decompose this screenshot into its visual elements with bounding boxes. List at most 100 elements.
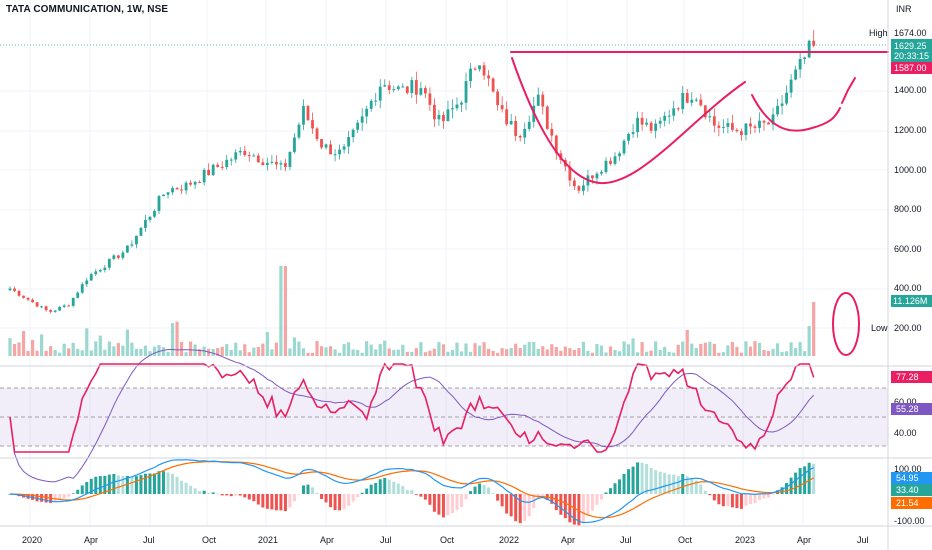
volume-bar <box>685 329 689 356</box>
volume-bar <box>663 346 667 356</box>
candle-body <box>487 75 490 79</box>
macd-hist-bar <box>640 462 644 494</box>
macd-hist-bar <box>116 475 120 494</box>
volume-bar <box>198 349 202 356</box>
candle-body <box>347 137 351 147</box>
macd-line <box>9 459 814 524</box>
macd-hist-bar <box>541 494 545 497</box>
rsi-ma-line <box>9 349 815 483</box>
time-axis[interactable]: 2020 Apr Jul Oct 2021 Apr Jul Oct 2022 A… <box>22 535 869 545</box>
candle-body <box>76 292 80 298</box>
candle-body <box>85 280 89 285</box>
volume-value: 11.126M <box>893 296 927 306</box>
macd-hist-bar <box>590 494 594 511</box>
volume-bar <box>649 350 653 356</box>
macd-hist-bar <box>473 486 477 494</box>
volume-bar <box>744 341 748 356</box>
volume-bar <box>270 349 274 356</box>
macd-hist-bar <box>387 479 391 494</box>
volume-bar <box>604 352 608 356</box>
macd-panel <box>8 459 816 526</box>
macd-hist-bar <box>721 494 725 507</box>
volume-bar <box>613 350 617 356</box>
macd-axis[interactable]: 100.00 54.95 33.40 21.54 -100.00 <box>891 464 932 526</box>
volume-bar <box>76 348 80 356</box>
volume-bar <box>342 343 346 356</box>
candle-body <box>360 116 364 123</box>
candle-body <box>247 155 251 157</box>
macd-hist-bar <box>171 473 175 494</box>
macd-hist-bar <box>383 477 387 494</box>
candle-body <box>631 132 635 134</box>
macd-hist-bar <box>405 490 409 494</box>
volume-bar <box>473 343 477 356</box>
volume-bar <box>229 349 233 356</box>
macd-hist-bar <box>735 494 739 509</box>
candle-body <box>103 267 107 271</box>
macd-tick: -100.00 <box>894 516 925 526</box>
candle-body <box>94 271 98 275</box>
macd-hist-bar <box>103 475 107 494</box>
macd-hist-bar <box>342 494 346 510</box>
macd-hist-bar <box>220 494 224 496</box>
macd-hist-bar <box>274 494 278 511</box>
volume-bar <box>509 347 513 356</box>
volume-bar <box>175 321 179 356</box>
rsi-axis[interactable]: 77.28 60.00 55.28 40.00 <box>891 371 932 438</box>
candle-body <box>220 166 224 168</box>
price-axis[interactable]: INR 1400.00 1200.00 1000.00 800.00 600.0… <box>869 4 932 333</box>
candle-body <box>785 92 788 104</box>
volume-bar <box>392 350 396 356</box>
macd-hist-bar <box>581 494 585 523</box>
macd-hist-bar <box>757 494 761 500</box>
volume-bar <box>288 348 292 356</box>
candle-body <box>460 102 463 105</box>
candle-body <box>229 159 233 161</box>
macd-hist-bar <box>703 490 707 494</box>
volume-bar <box>699 343 703 356</box>
candle-body <box>712 116 716 126</box>
candle-body <box>329 144 332 155</box>
price-tick: 1000.00 <box>894 165 927 175</box>
volume-bar <box>35 350 39 356</box>
volume-bar <box>247 352 251 356</box>
volume-bar <box>71 342 75 356</box>
candle-body <box>171 188 174 193</box>
macd-hist-bar <box>279 494 283 511</box>
macd-hist-bar <box>550 494 554 504</box>
candle-body <box>446 109 450 122</box>
macd-hist-bar <box>500 494 504 507</box>
volume-bar <box>220 346 224 356</box>
candle-body <box>554 135 558 154</box>
volume-bar <box>356 350 360 356</box>
macd-hist-bar <box>112 473 116 494</box>
macd-hist-bar <box>608 488 612 494</box>
volume-bar <box>410 352 414 356</box>
candle-body <box>758 120 761 128</box>
candle-body <box>369 100 373 109</box>
macd-hist-bar <box>306 484 310 494</box>
candle-body <box>265 162 269 166</box>
candle-body <box>609 160 612 164</box>
candle-body <box>26 297 30 300</box>
macd-hist-bar <box>351 494 355 502</box>
candle-body <box>514 121 518 136</box>
volume-bar <box>523 344 527 356</box>
macd-hist-bar <box>595 494 599 505</box>
candle-body <box>261 162 265 166</box>
volume-bar <box>541 346 545 356</box>
candle-body <box>125 245 129 253</box>
macd-hist-bar <box>785 482 789 494</box>
macd-hist-bar <box>658 471 662 494</box>
candle-body <box>762 120 766 123</box>
volume-bar <box>414 348 418 356</box>
candle-body <box>798 58 802 70</box>
candle-body <box>297 124 301 138</box>
volume-bar <box>532 341 536 356</box>
macd-hist-bar <box>58 494 62 501</box>
candle-body <box>17 290 21 296</box>
volume-highlight-circle <box>832 292 860 356</box>
macd-hist-bar <box>604 492 608 494</box>
candle-body <box>568 166 572 181</box>
